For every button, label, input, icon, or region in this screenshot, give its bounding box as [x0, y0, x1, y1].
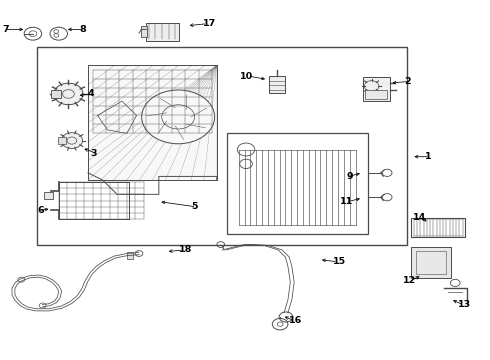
- Text: 18: 18: [179, 246, 192, 255]
- Text: 9: 9: [346, 172, 353, 181]
- Bar: [44, 192, 53, 199]
- Bar: [127, 252, 133, 259]
- Text: 10: 10: [240, 72, 253, 81]
- Text: 11: 11: [340, 197, 353, 206]
- Bar: [412, 247, 451, 278]
- Text: 8: 8: [80, 25, 86, 34]
- Bar: [142, 26, 147, 37]
- Text: 15: 15: [333, 257, 346, 266]
- Bar: [51, 90, 61, 98]
- Text: 7: 7: [2, 25, 9, 34]
- Text: 1: 1: [425, 152, 432, 161]
- Text: 3: 3: [91, 149, 98, 158]
- Text: 2: 2: [405, 77, 411, 86]
- Bar: [226, 134, 368, 234]
- Circle shape: [61, 133, 82, 148]
- Bar: [270, 76, 285, 93]
- Bar: [363, 77, 390, 101]
- Circle shape: [142, 90, 215, 144]
- Bar: [416, 251, 446, 274]
- Text: 13: 13: [458, 300, 471, 309]
- Bar: [147, 23, 179, 41]
- Text: 5: 5: [192, 202, 198, 211]
- Text: 4: 4: [87, 89, 94, 98]
- Text: 16: 16: [289, 316, 302, 325]
- Text: 12: 12: [403, 276, 416, 285]
- Bar: [88, 65, 217, 180]
- Circle shape: [54, 83, 83, 105]
- Bar: [412, 218, 465, 237]
- Bar: [365, 90, 387, 99]
- Bar: [58, 137, 66, 144]
- Bar: [37, 47, 407, 244]
- Text: 6: 6: [37, 206, 44, 215]
- Text: 17: 17: [203, 19, 216, 28]
- Text: 14: 14: [413, 213, 426, 222]
